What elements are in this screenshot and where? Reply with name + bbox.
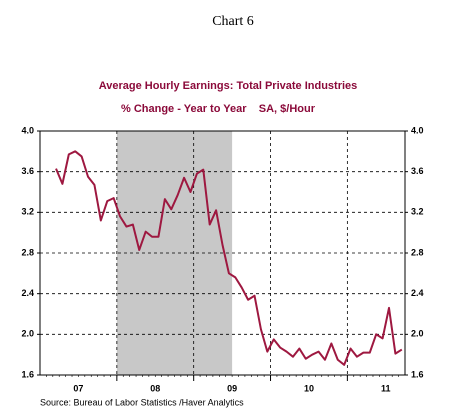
x-tick-label: 11 — [381, 383, 391, 393]
y-tick-label: 2.4 — [21, 288, 34, 298]
y-tick-label: 3.6 — [21, 166, 34, 176]
y2-tick-label: 1.6 — [411, 369, 424, 379]
y2-tick-label: 3.6 — [411, 166, 424, 176]
y2-tick-label: 2.4 — [411, 288, 424, 298]
x-tick-label: 10 — [304, 383, 314, 393]
y-tick-label: 4.0 — [21, 125, 34, 135]
y-tick-label: 2.8 — [21, 247, 34, 257]
plot-frame — [39, 130, 406, 376]
y2-tick-label: 2.8 — [411, 247, 424, 257]
x-tick-label: 08 — [150, 383, 160, 393]
chart-title: Chart 6 — [212, 14, 254, 29]
subtitle: Average Hourly Earnings: Total Private I… — [99, 80, 358, 92]
y-tick-label: 3.2 — [21, 207, 34, 217]
y-tick-label: 2.0 — [21, 329, 34, 339]
source: Source: Bureau of Labor Statistics /Have… — [40, 397, 244, 407]
subtitle: % Change - Year to Year SA, $/Hour — [121, 103, 316, 115]
x-tick-label: 07 — [73, 383, 83, 393]
y2-tick-label: 2.0 — [411, 329, 424, 339]
x-tick-label: 09 — [227, 383, 237, 393]
y2-tick-label: 3.2 — [411, 207, 424, 217]
y-tick-label: 1.6 — [21, 369, 34, 379]
y2-tick-label: 4.0 — [411, 125, 424, 135]
data-line — [55, 150, 403, 366]
